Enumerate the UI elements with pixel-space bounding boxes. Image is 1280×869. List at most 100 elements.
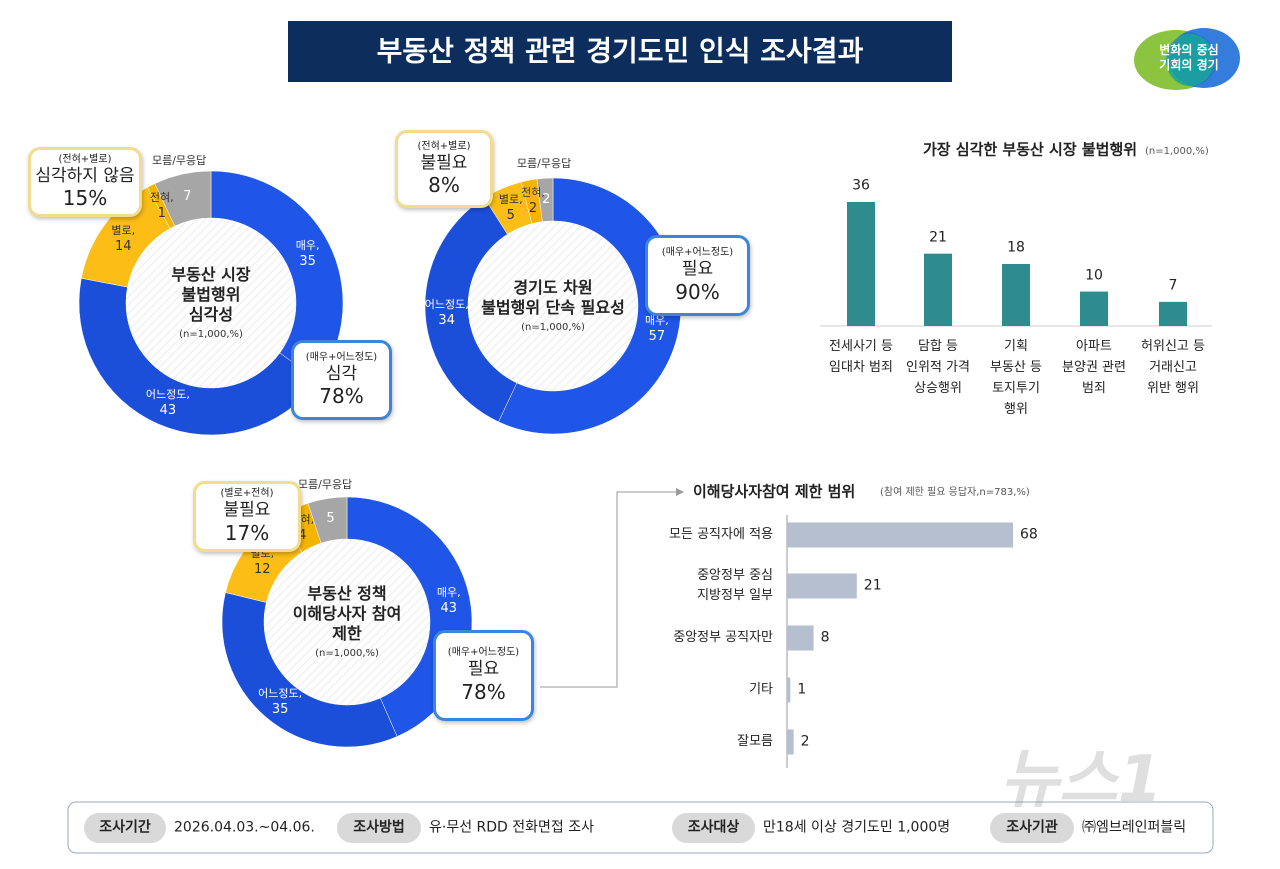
callout-value: 8% (428, 173, 460, 198)
callout-value: 78% (461, 679, 506, 704)
value-label: 18 (1007, 239, 1025, 256)
segment-name: 별로, (111, 224, 136, 238)
chart-title: 가장 심각한 부동산 시장 불법행위 (922, 140, 1138, 159)
title-box (288, 21, 952, 82)
callout-value: 78% (319, 384, 364, 409)
callout-box: (전혀+별로) 심각하지 않음 15% (28, 147, 142, 217)
footer-pill (84, 813, 166, 843)
segment-name: 매우, (295, 238, 320, 252)
title: 부동산 정책 관련 경기도민 인식 조사결과 (376, 34, 864, 68)
callout-label: 심각 (325, 363, 358, 384)
callout-group: (매우+어느정도) (447, 647, 520, 659)
segment-value: 57 (648, 329, 666, 345)
segment-value: 4 (298, 527, 307, 543)
callout-label: 불필요 (420, 152, 468, 173)
segment-value: 5 (326, 511, 335, 527)
footer-text: 유·무선 RDD 전화면접 조사 (429, 819, 595, 836)
segment-value: 43 (159, 402, 177, 418)
donut-center (264, 539, 430, 705)
x-tick-label: 기획 부동산 등 토지투기 행위 (990, 339, 1042, 417)
bar (1159, 301, 1187, 326)
callout-value: 90% (675, 279, 720, 304)
segment-value: 12 (254, 561, 271, 577)
bar (787, 729, 794, 755)
value-label: 36 (852, 177, 870, 194)
segment-value: 34 (438, 312, 455, 328)
segment-name: 어느정도, (145, 387, 190, 401)
footer-label: 조사기관 (1006, 819, 1058, 836)
segment-name: 전혀, (521, 186, 545, 200)
callout-value: 15% (62, 186, 108, 211)
y-tick-label: 기타 (749, 682, 773, 697)
callout-box: (매우+어느정도) 필요 90% (645, 235, 750, 316)
chart-title: 이해당사자참여 제한 범위 (693, 482, 856, 501)
footer-text: 2026.04.03.~04.06. (174, 819, 315, 836)
segment-value: 35 (299, 253, 316, 269)
center-note: (n=1,000,%) (521, 321, 585, 333)
logo-text: 변화의 중심 기회의 경기 (1159, 43, 1219, 72)
callout-group: (별로+전혀) (220, 488, 274, 500)
callout-group: (전혀+별로) (58, 153, 112, 165)
value-label: 1 (797, 681, 807, 698)
value-label: 2 (800, 733, 810, 750)
x-tick-label: 담합 등 인위적 가격 상승행위 (906, 339, 970, 396)
segment-name: 어느정도, (424, 297, 469, 311)
segment-name: 매우, (645, 314, 669, 328)
callout-group: (전혀+별로) (417, 140, 471, 152)
center-note: (n=1,000,%) (179, 328, 243, 340)
value-label: 21 (863, 577, 882, 594)
segment-value: 1 (157, 206, 166, 222)
connector (540, 488, 684, 688)
segment-value: 7 (183, 188, 192, 204)
logo-shape (1166, 34, 1214, 86)
watermark: 뉴스1 (1000, 743, 1163, 817)
segment-name: 매우, (436, 585, 461, 599)
callout-group: (매우+어느정도) (305, 351, 378, 363)
callout-value: 17% (224, 520, 270, 545)
donut-center (126, 218, 296, 388)
segment-value: 43 (440, 600, 458, 616)
bar (787, 677, 791, 703)
callout-label: 불필요 (223, 500, 271, 521)
segment-value: 2 (542, 191, 551, 207)
footer-text: 만18세 이상 경기도민 1,000명 (763, 819, 951, 836)
center-title: 경기도 차원 불법행위 단속 필요성 (481, 278, 625, 317)
footer-label: 조사기간 (99, 819, 151, 836)
bar (847, 202, 875, 326)
value-label: 68 (1020, 526, 1038, 543)
segment-name: 모름/무응답 (516, 157, 572, 171)
bar (787, 522, 1013, 548)
callout-label: 심각하지 않음 (35, 165, 135, 186)
donut-center (468, 221, 638, 391)
segment-value: 35 (271, 701, 289, 717)
x-tick-label: 전세사기 등 임대차 범죄 (829, 339, 893, 375)
segment-name: 별로, (498, 193, 523, 207)
footer-text: ㈜엠브레인퍼블릭 (1082, 819, 1187, 836)
bar (787, 573, 857, 599)
value-label: 21 (929, 228, 947, 245)
bar (924, 253, 952, 326)
x-tick-label: 아파트 분양권 관련 범죄 (1062, 339, 1126, 396)
y-tick-label: 중앙정부 중심 지방정부 일부 (697, 568, 773, 603)
callout-label: 필요 (467, 659, 500, 680)
callout-box: (매우+어느정도) 필요 78% (433, 630, 534, 721)
y-tick-label: 모든 공직자에 적용 (669, 527, 773, 542)
value-label: 7 (1168, 277, 1178, 294)
callout-box: (전혀+별로) 불필요 8% (395, 130, 493, 208)
segment-value: 5 (506, 208, 515, 224)
footer-pill (990, 813, 1074, 843)
center-title: 부동산 정책 이해당사자 참여 제한 (292, 584, 402, 643)
y-tick-label: 잘모름 (737, 734, 773, 749)
value-label: 8 (820, 629, 830, 646)
segment-name: 모름/무응답 (151, 153, 207, 167)
bar (1002, 264, 1030, 326)
y-tick-label: 중앙정부 공직자만 (673, 630, 773, 645)
segment-name: 어느정도, (258, 686, 303, 700)
footer-label: 조사방법 (353, 819, 405, 836)
callout-label: 필요 (681, 259, 714, 280)
callout-box: (별로+전혀) 불필요 17% (193, 481, 301, 552)
center-note: (n=1,000,%) (315, 647, 379, 659)
bar (787, 625, 814, 651)
